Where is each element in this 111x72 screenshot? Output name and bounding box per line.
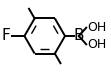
- Text: OH: OH: [87, 38, 106, 51]
- Text: F: F: [2, 29, 11, 43]
- Text: B: B: [74, 29, 84, 43]
- Text: OH: OH: [87, 21, 106, 34]
